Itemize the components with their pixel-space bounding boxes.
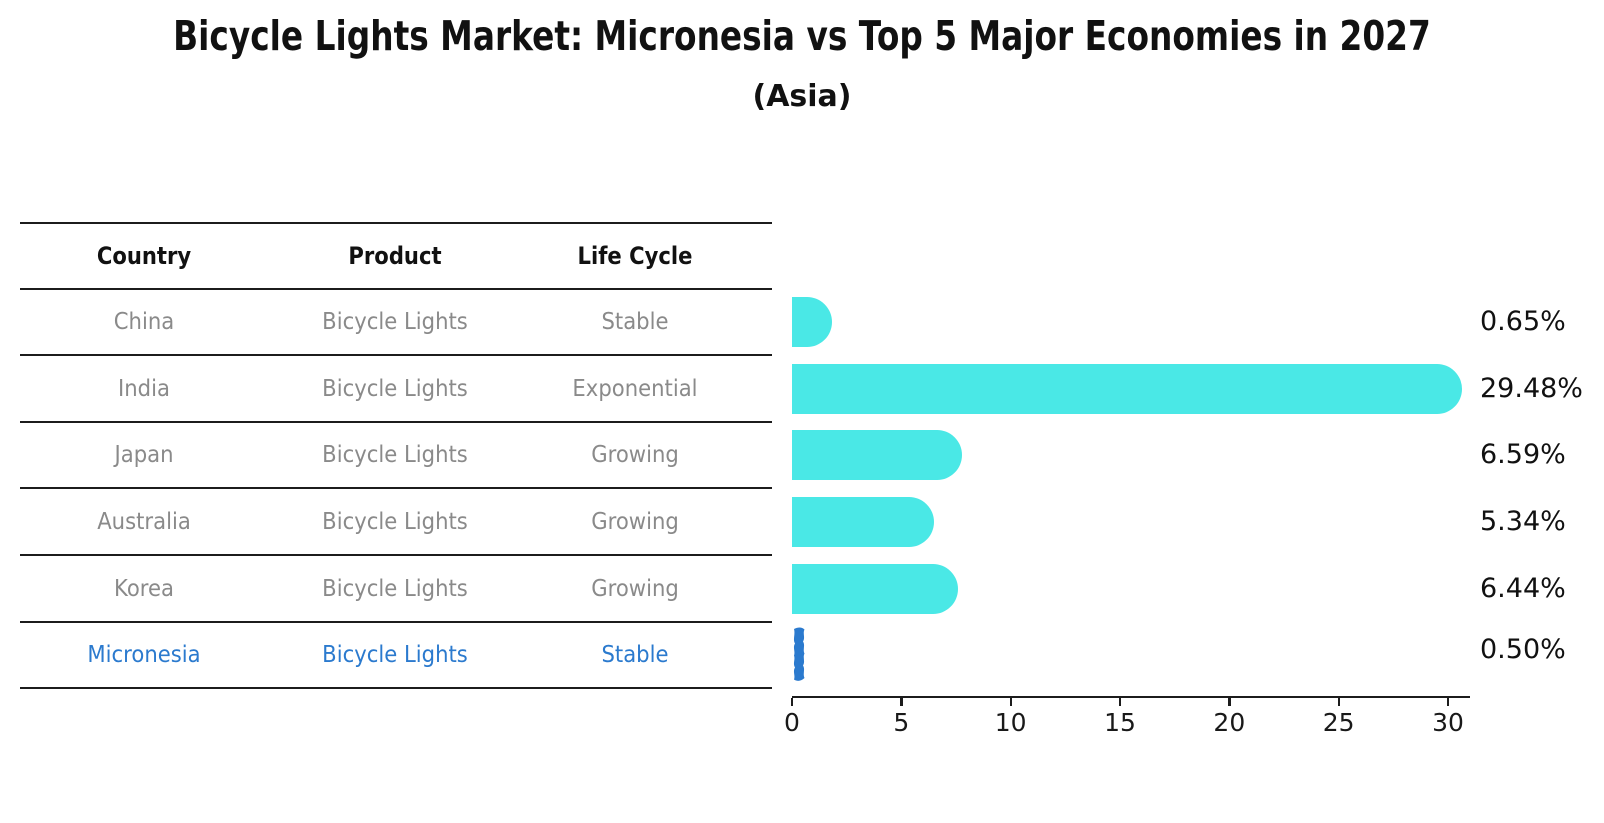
x-axis-tick-label: 25: [1322, 708, 1355, 737]
bar-india: [792, 363, 1463, 414]
table-cell-country: Australia: [97, 508, 191, 535]
x-axis-tick-label: 30: [1432, 708, 1464, 737]
x-axis-tick: [1228, 698, 1231, 706]
table-cell-product: Bicycle Lights: [322, 375, 468, 402]
x-axis-tick: [1119, 698, 1122, 706]
table-rule: [20, 621, 772, 623]
table-cell-life_cycle: Exponential: [572, 375, 698, 402]
table-cell-country: Korea: [113, 575, 175, 602]
table-rule: [20, 354, 772, 356]
x-axis-line: [792, 696, 1470, 699]
table-cell-product: Bicycle Lights: [322, 508, 468, 535]
table-cell-life_cycle: Stable: [601, 642, 669, 668]
column-header: Country: [96, 242, 192, 270]
bar-micronesia: [791, 626, 808, 688]
x-axis-tick: [1447, 698, 1450, 706]
column-header: Life Cycle: [577, 242, 693, 270]
bar-korea: [792, 563, 959, 614]
bar-value-label: 6.44%: [1480, 572, 1566, 604]
table-cell-product: Bicycle Lights: [322, 442, 468, 468]
table-cell-life_cycle: Growing: [591, 575, 679, 602]
table-cell-country: India: [118, 375, 170, 402]
table-cell-country: Japan: [114, 442, 174, 468]
table-cell-life_cycle: Stable: [601, 309, 669, 335]
table-rule: [20, 687, 772, 689]
table-rule: [20, 421, 772, 423]
column-header: Product: [348, 242, 442, 270]
table-cell-product: Bicycle Lights: [322, 309, 468, 335]
bar-value-label: 0.65%: [1480, 306, 1566, 337]
x-axis-tick-label: 15: [1104, 708, 1136, 737]
bar-value-label: 0.50%: [1480, 634, 1566, 665]
bar-japan: [792, 430, 962, 480]
x-axis-tick: [791, 698, 794, 706]
bar-china: [792, 297, 832, 347]
table-rule: [20, 487, 772, 489]
bar-value-label: 5.34%: [1480, 505, 1566, 537]
bar-value-label: 6.59%: [1480, 439, 1566, 470]
bar-value-label: 29.48%: [1480, 372, 1583, 404]
table-cell-product: Bicycle Lights: [322, 575, 468, 602]
x-axis-tick-label: 5: [893, 708, 910, 737]
x-axis-tick-label: 20: [1213, 708, 1246, 737]
table-rule: [20, 288, 772, 290]
x-axis-tick: [900, 698, 903, 706]
x-axis-tick: [1337, 698, 1341, 706]
table-cell-country: Micronesia: [87, 642, 201, 668]
table-rule: [20, 222, 772, 224]
chart-subtitle: (Asia): [752, 79, 852, 114]
table-cell-country: China: [113, 309, 175, 335]
table-cell-life_cycle: Growing: [591, 508, 679, 535]
x-axis-tick-label: 10: [994, 708, 1027, 737]
table-cell-life_cycle: Growing: [591, 442, 679, 468]
table-cell-product: Bicycle Lights: [322, 642, 468, 668]
chart-title: Bicycle Lights Market: Micronesia vs Top…: [173, 12, 1431, 60]
x-axis-tick-label: 0: [784, 708, 800, 737]
x-axis-tick: [1009, 698, 1013, 706]
table-rule: [20, 554, 772, 556]
bar-australia: [792, 496, 935, 547]
